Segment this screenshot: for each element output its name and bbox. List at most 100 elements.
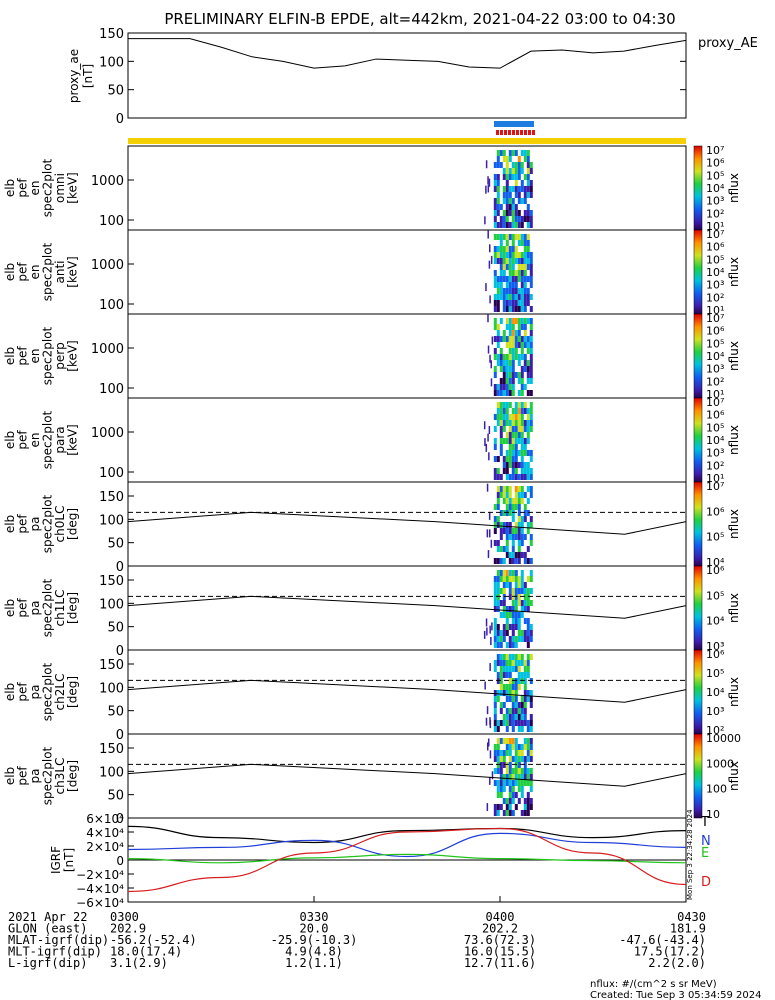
pitch-panel-3-spectrogram-speck [485,717,488,726]
energy-panel-4-spectrogram-cell [523,420,527,426]
energy-panel-4-spectrogram-cell [529,426,533,432]
energy-panel-3-spectrogram-cell [511,348,515,354]
pitch-panel-2-spectrogram-cell [526,618,530,624]
energy-panel-4-spectrogram-cell [511,456,515,462]
pitch-panel-3-lc-line [127,679,687,703]
pitch-panel-2-spectrogram-speck [483,630,486,639]
pitch-panel-3-spectrogram-cell [511,654,515,660]
energy-panel-3-spectrogram-cell [511,384,515,390]
energy-panel-4-spectrogram-cell [520,426,524,432]
energy-panel-3-ylabel-line: en [28,349,42,364]
pitch-panel-4-ylabel-line: pa [28,769,42,784]
energy-panel-1-spectrogram-cell [493,204,497,210]
energy-panel-4-spectrogram-cell [523,468,527,474]
energy-panel-4-spectrogram-cell [517,402,521,408]
pitch-panel-3-spectrogram-cell [514,708,518,714]
energy-panel-1-spectrogram-cell [502,216,506,222]
pitch-panel-3-spectrogram-cell [523,660,527,666]
energy-panel-4-spectrogram-cell [520,414,524,420]
pitch-panel-3-spectrogram-cell [517,654,521,660]
energy-panel-3-spectrogram-cell [499,360,503,366]
pitch-panel-4-ylabel-line: spec2plot [41,746,55,805]
energy-panel-1-spectrogram-cell [514,210,518,216]
energy-panel-4-spectrogram-cell [505,468,509,474]
energy-panel-4-spectrogram-cell [514,426,518,432]
energy-panel-3-spectrogram-cell [529,324,533,330]
energy-panel-2-spectrogram-cell [502,276,506,282]
energy-panel-1-spectrogram-cell [529,162,533,168]
energy-panel-3-frame [127,313,687,399]
energy-panel-3-spectrogram-cell [505,384,509,390]
energy-panel-3-spectrogram-cell [505,390,509,396]
energy-panel-3-spectrogram-cell [511,390,515,396]
energy-panel-3-spectrogram-cell [508,336,512,342]
energy-panel-1-spectrogram-cell [526,204,530,210]
energy-panel-2-ytick-label: 100 [99,298,124,313]
energy-panel-1-spectrogram-cell [526,150,530,156]
energy-panel-3-spectrogram-cell [499,348,503,354]
pitch-panel-4-spectrogram-speck [486,742,489,751]
energy-panel-4-ylabel-line: para [53,426,67,453]
energy-panel-2-spectrogram-cell [517,264,521,270]
pitch-panel-3-spectrogram-cell [517,726,521,732]
pitch-panel-3-spectrogram-cell [523,702,527,708]
pitch-panel-2-spectrogram-cell [511,624,515,630]
pitch-panel-4-spectrogram-cell [517,774,521,780]
energy-panel-1-spectrogram-cell [526,186,530,192]
energy-panel-4-spectrogram-cell [502,402,506,408]
pitch-panel-3-spectrogram-cell [526,720,530,726]
pitch-panel-4-spectrogram-cell [508,756,512,762]
igrf-ytick-label: 2×10⁴ [86,840,124,854]
energy-panel-2-spectrogram-speck [489,295,491,304]
energy-panel-2-spectrogram-cell [526,240,530,246]
igrf-ytick-label: 4×10⁴ [86,826,124,840]
footer-value: -47.6(-43.4) [619,933,706,947]
energy-panel-1-colorbar-tick: 10³ [706,195,724,208]
energy-panel-2-spectrogram-cell [514,246,518,252]
pitch-panel-1-spectrogram-cell [499,534,503,540]
energy-panel-4-spectrogram-cell [508,462,512,468]
energy-panel-4-spectrogram-cell [523,444,527,450]
pitch-panel-3-spectrogram-speck [489,720,492,729]
pitch-panel-1-spectrogram-cell [514,552,518,558]
pitch-panel-4-spectrogram-cell [517,768,521,774]
pitch-panel-1-spectrogram-cell [517,558,521,564]
pitch-panel-1-spectrogram-cell [511,540,515,546]
pitch-panel-3-spectrogram-cell [511,684,515,690]
pitch-panel-4-spectrogram-cell [508,738,512,744]
pitch-panel-3-spectrogram-cell [529,702,533,708]
energy-panel-3-ytick-label: 1000 [91,342,124,357]
energy-panel-4-spectrogram-cell [508,414,512,420]
pitch-panel-3-spectrogram-cell [523,720,527,726]
energy-panel-3-spectrogram-cell [511,324,515,330]
pitch-panel-4-spectrogram-cell [502,738,506,744]
pitch-panel-4-ytick-label: 50 [107,789,124,804]
energy-panel-3-spectrogram-cell [520,384,524,390]
energy-panel-1-spectrogram-cell [496,198,500,204]
pitch-panel-2-spectrogram-cell [526,588,530,594]
energy-panel-4-spectrogram-cell [514,438,518,444]
igrf-legend-E: E [701,846,709,861]
energy-panel-4-ytick-label: 100 [99,466,124,481]
energy-panel-1-spectrogram-cell [502,198,506,204]
pitch-panel-4-spectrogram-cell [496,810,500,816]
pitch-panel-3-spectrogram-cell [496,696,500,702]
pitch-panel-2-spectrogram-cell [511,606,515,612]
pitch-panel-2-spectrogram-cell [523,588,527,594]
pitch-panel-1-spectrogram-cell [517,498,521,504]
pitch-panel-4-spectrogram-cell [526,768,530,774]
pitch-panel-1-spectrogram-cell [505,492,509,498]
energy-panel-4-spectrogram-cell [526,462,530,468]
energy-panel-2-spectrogram-cell [523,270,527,276]
pitch-panel-2-spectrogram-cell [526,630,530,636]
energy-panel-1-ylabel-line: elb [3,179,17,197]
pitch-panel-4-spectrogram-cell [496,744,500,750]
pitch-panel-1-spectrogram-cell [520,522,524,528]
pitch-panel-2-spectrogram-cell [502,624,506,630]
ae-ytick-label: 0 [116,112,124,127]
pitch-panel-3-spectrogram-cell [523,678,527,684]
energy-panel-2-spectrogram-cell [511,306,515,312]
energy-panel-1-spectrogram-cell [493,216,497,222]
energy-panel-2-spectrogram-cell [508,282,512,288]
pitch-panel-1-spectrogram-cell [505,522,509,528]
